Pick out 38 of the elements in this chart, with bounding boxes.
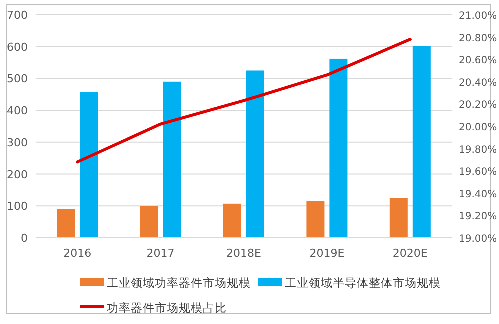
x-tick-label: 2018E bbox=[226, 247, 262, 260]
y2-tick-label: 20.00% bbox=[459, 122, 498, 134]
y2-tick-label: 19.00% bbox=[459, 234, 498, 245]
bar bbox=[390, 198, 408, 238]
legend-label: 工业领域半导体整体市场规模 bbox=[285, 276, 441, 290]
bar bbox=[57, 209, 76, 238]
y-tick-label: 400 bbox=[7, 104, 28, 118]
x-tick-label: 2020E bbox=[392, 247, 428, 260]
y-tick-label: 600 bbox=[7, 40, 28, 54]
y2-tick-label: 20.80% bbox=[459, 33, 498, 44]
y2-tick-label: 20.20% bbox=[459, 100, 498, 112]
bar bbox=[246, 70, 264, 238]
y2-tick-label: 20.40% bbox=[459, 78, 498, 89]
bar bbox=[140, 206, 158, 238]
bar bbox=[330, 58, 348, 238]
bar bbox=[224, 204, 242, 238]
y2-tick-label: 19.60% bbox=[459, 167, 498, 178]
x-tick-label: 2019E bbox=[310, 247, 345, 260]
bar bbox=[163, 82, 182, 238]
y-tick-label: 200 bbox=[7, 168, 28, 182]
y2-tick-label: 19.40% bbox=[459, 189, 498, 200]
y-tick-label: 0 bbox=[21, 232, 28, 245]
x-tick-label: 2017 bbox=[146, 247, 175, 260]
y2-tick-label: 19.20% bbox=[459, 212, 498, 223]
y-tick-label: 100 bbox=[7, 200, 28, 214]
line-series bbox=[76, 38, 412, 164]
bar bbox=[306, 201, 325, 238]
y-tick-label: 700 bbox=[7, 9, 28, 22]
legend-label: 功率器件市场规模占比 bbox=[107, 301, 227, 315]
y2-tick-label: 19.80% bbox=[459, 144, 498, 156]
y-tick-label: 300 bbox=[7, 136, 28, 150]
bar bbox=[412, 46, 431, 238]
legend-label: 工业领域功率器件市场规模 bbox=[107, 276, 251, 290]
y2-tick-label: 20.60% bbox=[459, 56, 498, 67]
y-tick-label: 500 bbox=[7, 72, 28, 86]
bar bbox=[80, 92, 98, 238]
x-tick-label: 2016 bbox=[64, 247, 92, 260]
y2-tick-label: 21.00% bbox=[459, 11, 498, 22]
